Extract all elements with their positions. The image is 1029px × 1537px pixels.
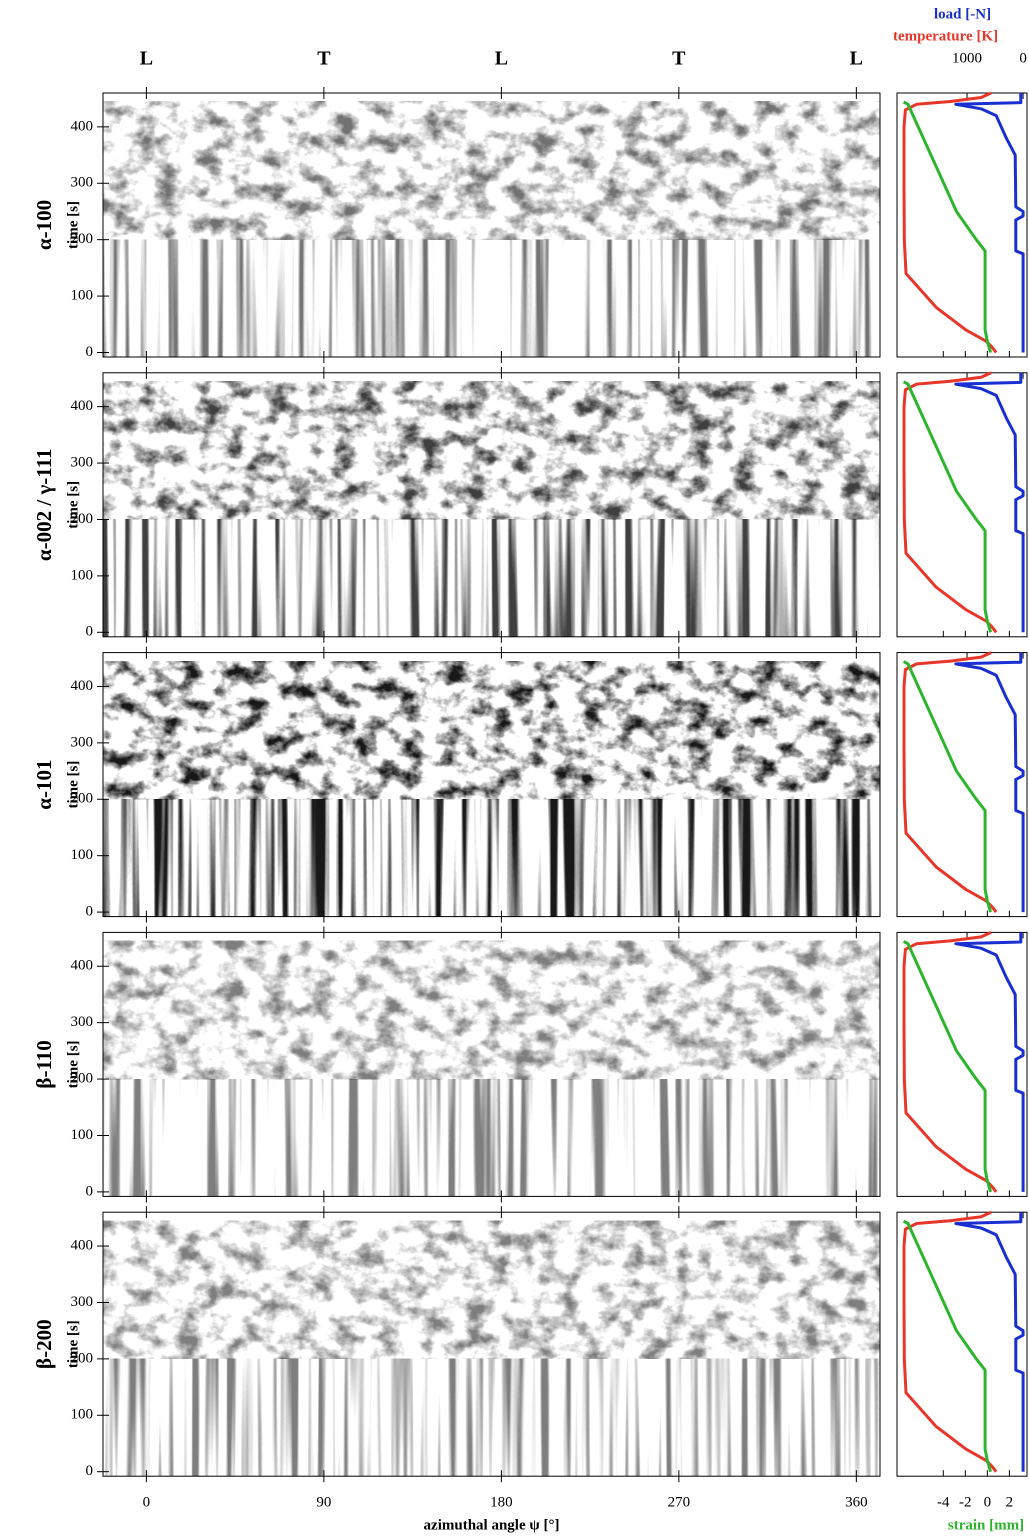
x-tick-label: 270 <box>668 1495 691 1511</box>
curve <box>902 931 998 1193</box>
y-tick-label: 200 <box>71 231 94 247</box>
y-tick-label: 400 <box>71 1237 94 1253</box>
temperature-tick-label: 0 <box>1019 50 1027 66</box>
y-tick-label: 100 <box>71 288 94 304</box>
diffraction-texture <box>103 661 880 800</box>
y-tick-label: 400 <box>71 678 94 694</box>
y-axis-label: time [s] <box>65 1320 81 1368</box>
panel-label: α-101 <box>32 759 56 809</box>
panel-label: β-200 <box>32 1319 56 1369</box>
strain-tick-label: 2 <box>1006 1495 1014 1511</box>
side-plot-frame <box>896 931 1028 1197</box>
curve <box>954 93 1025 353</box>
y-axis-label: time [s] <box>65 481 81 529</box>
curve <box>954 652 1025 913</box>
y-tick-label: 0 <box>86 344 94 360</box>
plot-frame <box>102 1211 881 1477</box>
diffraction-texture <box>103 1220 880 1359</box>
y-tick-label: 0 <box>86 624 94 640</box>
curve <box>902 660 993 913</box>
x-tick-label: 0 <box>143 1495 151 1511</box>
strain-tick-label: 0 <box>984 1495 992 1511</box>
diffraction-texture <box>103 1358 880 1477</box>
curve <box>902 100 993 353</box>
panel-label: α-002 / γ-111 <box>32 449 56 562</box>
y-tick-label: 100 <box>71 847 94 863</box>
curve <box>902 371 998 634</box>
side-plot-frame <box>896 1211 1028 1477</box>
curve <box>902 940 993 1193</box>
y-tick-label: 0 <box>86 1183 94 1199</box>
y-axis-label: time [s] <box>65 1040 81 1088</box>
y-tick-label: 100 <box>71 567 94 583</box>
y-tick-label: 100 <box>71 1407 94 1423</box>
y-tick-label: 300 <box>71 175 94 191</box>
x-axis-label: azimuthal angle ψ [°] <box>424 1518 560 1534</box>
x-tick-label: 360 <box>845 1495 868 1511</box>
side-plot-frame <box>896 92 1028 358</box>
y-tick-label: 0 <box>86 1463 94 1479</box>
plot-frame <box>102 372 881 638</box>
diffraction-texture <box>103 239 880 357</box>
load-axis-label: load [-N] <box>934 6 991 22</box>
diffraction-texture <box>103 1079 880 1197</box>
angle-annotation: L <box>850 48 863 70</box>
y-axis-label: time [s] <box>65 761 81 809</box>
panel-label: β-110 <box>32 1040 56 1088</box>
curve <box>902 91 998 354</box>
diffraction-texture <box>103 799 880 917</box>
side-plot-frame <box>896 372 1028 638</box>
y-tick-label: 200 <box>71 1071 94 1087</box>
temperature-tick-label: 1000 <box>952 50 982 66</box>
curve <box>954 372 1025 633</box>
diffraction-texture <box>103 101 880 240</box>
angle-annotation: T <box>317 48 331 70</box>
y-tick-label: 0 <box>86 904 94 920</box>
y-tick-label: 300 <box>71 454 94 470</box>
diffraction-texture <box>103 381 880 520</box>
y-tick-label: 300 <box>71 1014 94 1030</box>
diffraction-texture <box>103 519 880 637</box>
x-tick-label: 90 <box>316 1495 331 1511</box>
plot-frame <box>102 652 881 918</box>
temperature-axis-label: temperature [K] <box>893 28 998 44</box>
y-tick-label: 200 <box>71 1350 94 1366</box>
strain-axis-label: strain [mm] <box>948 1518 1024 1534</box>
y-tick-label: 400 <box>71 118 94 134</box>
y-axis-label: time [s] <box>65 201 81 249</box>
curve <box>902 651 998 914</box>
angle-annotation: L <box>495 48 508 70</box>
curve <box>902 1210 998 1473</box>
angle-annotation: T <box>672 48 686 70</box>
curve <box>954 932 1025 1192</box>
strain-tick-label: -2 <box>959 1495 972 1511</box>
panel-label: α-100 <box>32 200 56 250</box>
y-tick-label: 400 <box>71 958 94 974</box>
y-tick-label: 200 <box>71 791 94 807</box>
y-tick-label: 400 <box>71 398 94 414</box>
curve <box>902 1219 993 1473</box>
plot-frame <box>102 931 881 1197</box>
strain-tick-label: -4 <box>937 1495 950 1511</box>
y-tick-label: 300 <box>71 734 94 750</box>
curve <box>954 1212 1025 1472</box>
diffraction-texture <box>103 940 880 1080</box>
curve <box>902 380 993 633</box>
y-tick-label: 200 <box>71 511 94 527</box>
y-tick-label: 100 <box>71 1127 94 1143</box>
y-tick-label: 300 <box>71 1294 94 1310</box>
side-plot-frame <box>896 652 1028 918</box>
plot-frame <box>102 92 881 358</box>
x-tick-label: 180 <box>490 1495 513 1511</box>
angle-annotation: L <box>140 48 153 70</box>
